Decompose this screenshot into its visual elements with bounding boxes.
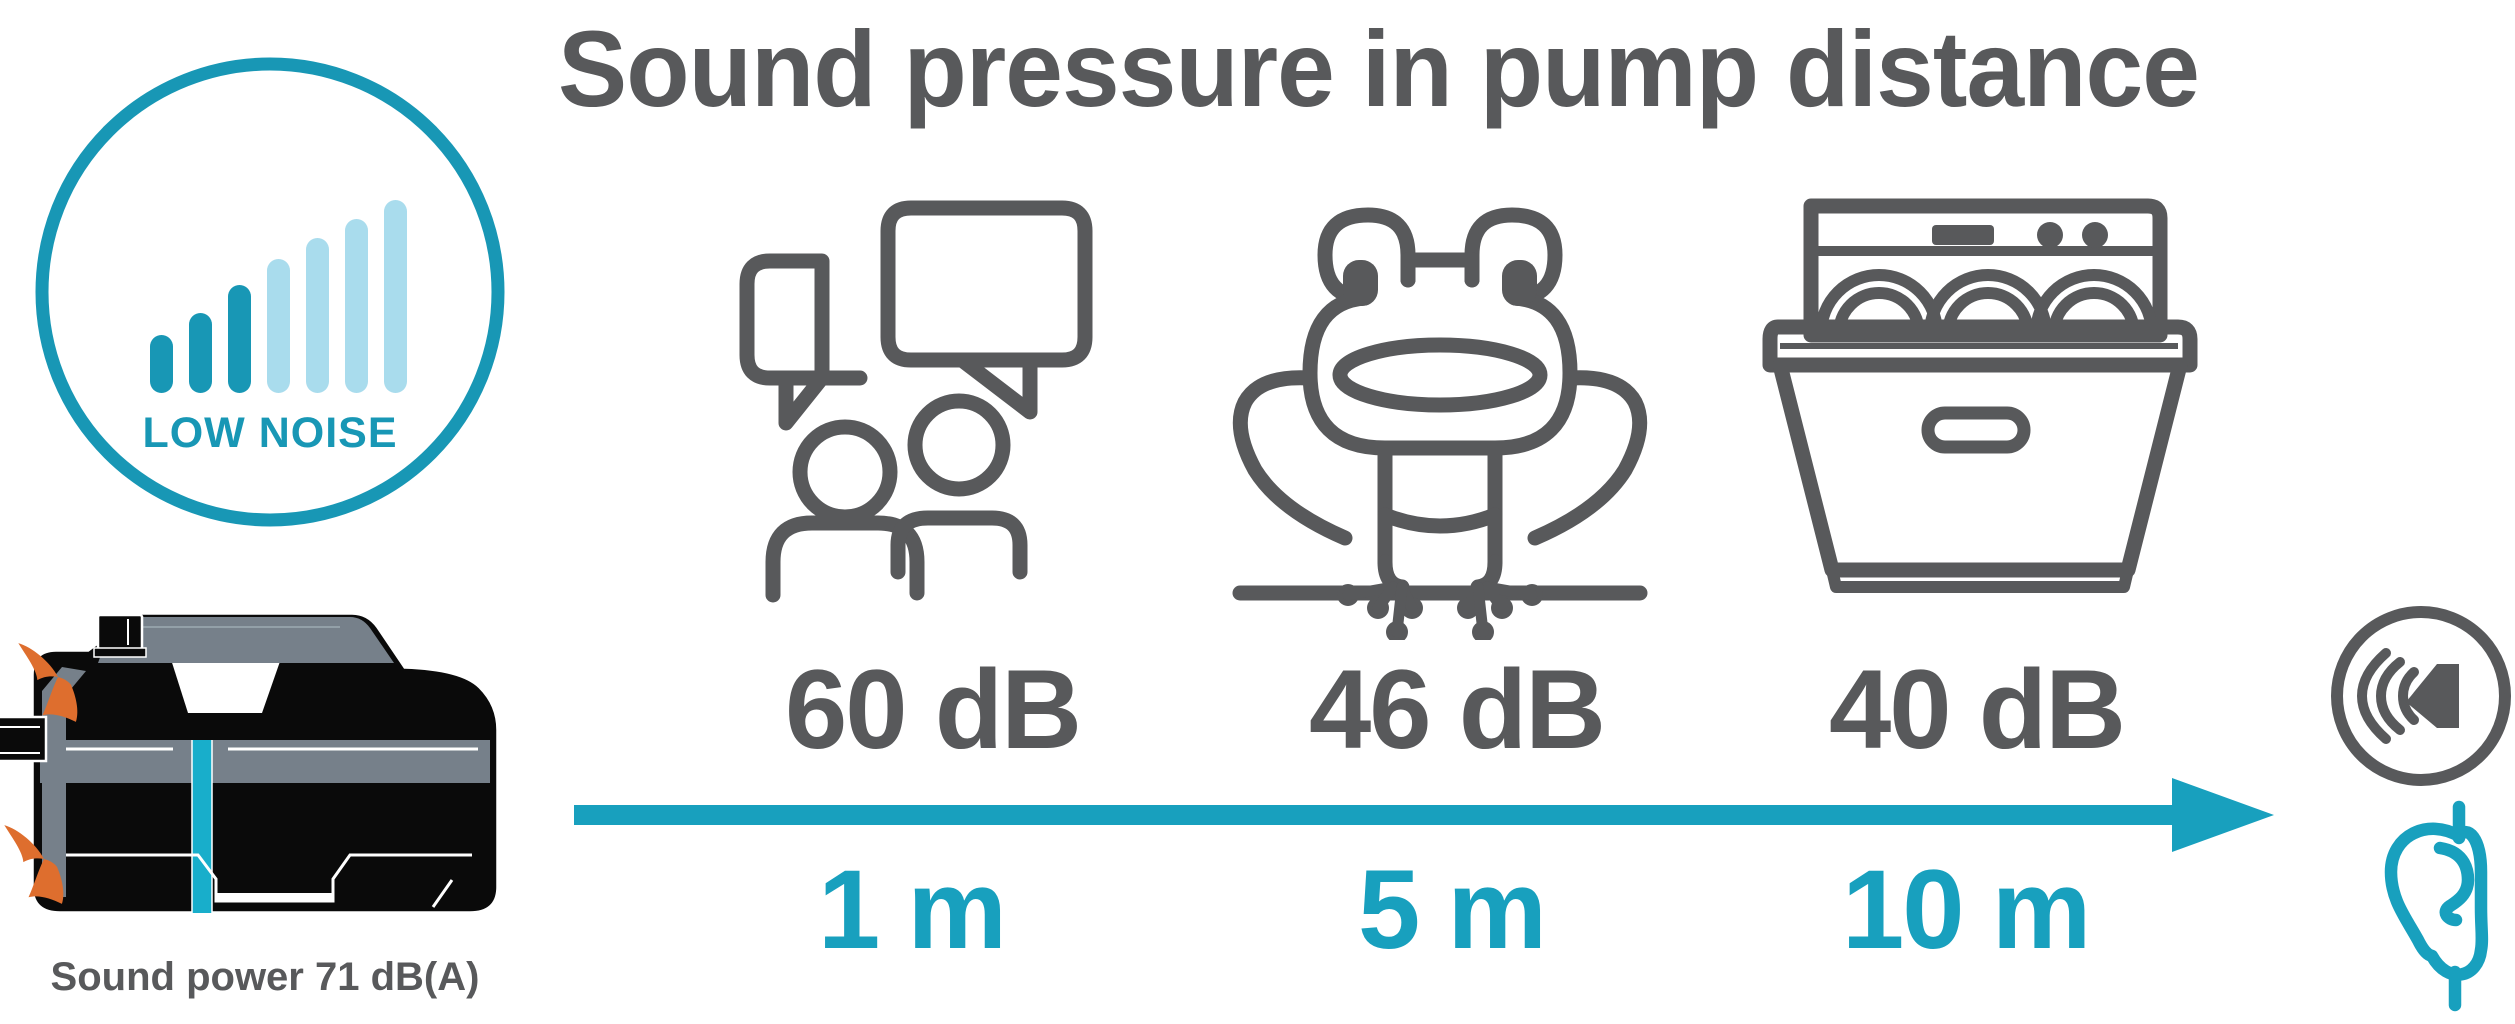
svg-text:Sound power 71 dB(A): Sound power 71 dB(A): [51, 955, 480, 999]
svg-text:LOW NOISE: LOW NOISE: [142, 409, 397, 457]
